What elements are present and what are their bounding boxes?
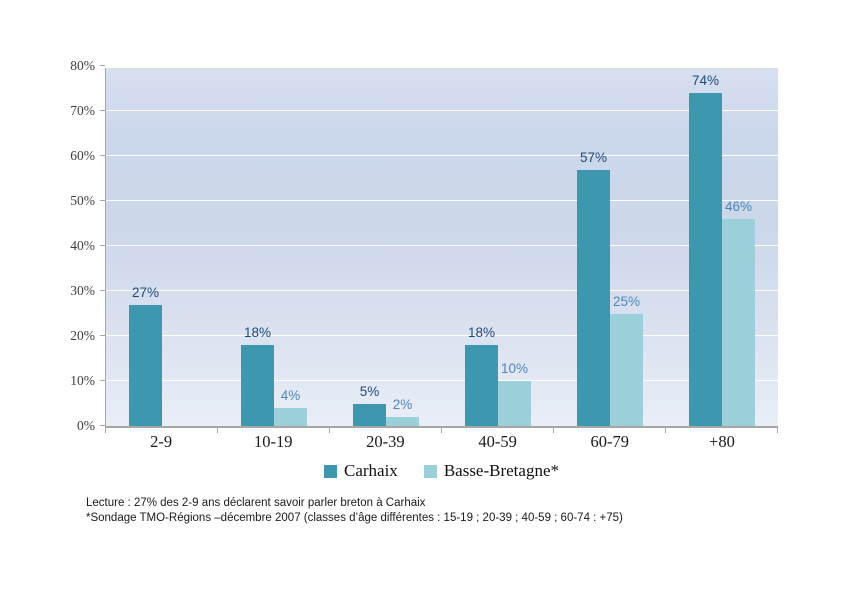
x-axis-tick [552,428,554,433]
bar-value-label: 4% [280,388,301,403]
x-axis-category-label: +80 [709,432,735,451]
y-axis-tick [100,425,105,426]
bar-value-label: 25% [612,293,641,309]
bar-value-label: 74% [691,73,720,88]
x-axis-tick [777,428,778,433]
legend-item-basse-bretagne: Basse-Bretagne* [423,461,559,481]
x-axis-tick [328,428,330,433]
gridline [106,110,778,111]
bar-value-label: 18% [467,325,496,340]
y-axis-tick-label: 40% [70,238,95,253]
y-axis-tick-label: 30% [70,283,95,298]
footnotes: Lecture : 27% des 2-9 ans déclarent savo… [86,496,726,526]
y-axis-tick-label: 60% [70,148,95,163]
y-axis-tick [100,200,105,201]
bar-value-label: 27% [131,284,160,300]
bar-value-label: 18% [243,325,272,340]
bar-value-label: 2% [392,397,413,412]
x-axis-category-label: 2-9 [150,432,173,451]
legend-item-carhaix: Carhaix [323,461,398,481]
y-axis-tick [100,65,105,66]
y-axis-tick-label: 80% [70,58,95,73]
bar-carhaix-10-19: 18% [241,325,274,426]
legend-label: Carhaix [343,461,398,480]
category-60-79: 57% 25% [554,68,666,426]
gridline [106,200,778,201]
y-axis-tick-label: 50% [70,193,95,208]
y-axis-tick [100,380,105,381]
bar-basse-bretagne-20-39: 2% [386,397,419,426]
category-40-59: 18% 10% [442,68,554,426]
bar-value-label: 46% [724,199,753,214]
y-axis-tick [100,245,105,246]
gridline [106,290,778,291]
gridline [106,380,778,381]
bar-carhaix-80: 74% [689,73,722,426]
y-axis-tick [100,155,105,156]
bar-carhaix-2-9: 27% [129,285,162,426]
gridline [106,155,778,156]
bar-carhaix-20-39: 5% [353,384,386,426]
y-axis-tick [100,110,105,111]
x-axis-category-label: 20-39 [366,432,405,451]
x-axis-tick [441,428,442,433]
footnote-source: *Sondage TMO-Régions –décembre 2007 (cla… [86,512,623,524]
footnote-lecture: Lecture : 27% des 2-9 ans déclarent savo… [86,497,426,509]
x-axis-category-label: 40-59 [478,432,517,451]
bar-carhaix-40-59: 18% [465,325,498,426]
x-axis-tick [216,428,218,433]
bar-basse-bretagne-60-79: 25% [610,294,643,426]
gridline [106,245,778,246]
bar-value-label: 10% [500,361,529,376]
legend-label: Basse-Bretagne* [443,461,559,480]
bars-container: 27% 18% 4% 5% 2% 18% 10% 57% 25% 74% 46% [106,68,778,426]
category-80: 74% 46% [666,68,778,426]
y-axis-tick-label: 20% [70,328,95,343]
category-10-19: 18% 4% [218,68,330,426]
y-axis-tick [100,290,105,291]
x-axis-tick [665,428,666,433]
legend: Carhaix Basse-Bretagne* [105,461,778,481]
bar-basse-bretagne-40-59: 10% [498,361,531,426]
category-2-9: 27% [106,68,218,426]
x-axis-category-label: 10-19 [254,432,293,451]
bar-value-label: 5% [359,383,380,399]
x-axis-tick [105,428,106,433]
bar-basse-bretagne-10-19: 4% [274,388,307,426]
y-axis-tick-label: 0% [77,418,95,433]
category-20-39: 5% 2% [330,68,442,426]
bar-basse-bretagne-80: 46% [722,199,755,426]
x-axis-category-label: 60-79 [590,432,630,451]
gridline [106,335,778,336]
y-axis-tick-label: 10% [70,373,95,388]
y-axis-tick [100,335,105,336]
plot-area: 0% 10% 20% 30% 40% 50% 60% 70% 80% 27% 18% 4% 5% 2% 1… [70,58,778,433]
y-axis-tick-label: 70% [70,103,95,118]
bar-value-label: 57% [579,149,608,165]
legend-marker-basse-bretagne [423,464,437,478]
bar-carhaix-60-79: 57% [577,150,610,426]
legend-marker-carhaix [323,464,337,478]
x-axis-labels: 2-9 10-19 20-39 40-59 60-79 +80 [105,432,778,452]
